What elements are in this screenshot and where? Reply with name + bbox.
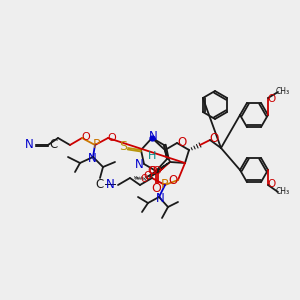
Text: O: O — [268, 179, 276, 189]
Text: N: N — [135, 158, 143, 172]
Text: O: O — [108, 133, 116, 143]
Text: O: O — [209, 133, 219, 146]
Text: N: N — [25, 139, 33, 152]
Text: S: S — [119, 140, 127, 154]
Text: Methyl: Methyl — [135, 177, 149, 181]
Text: O: O — [151, 182, 161, 196]
Text: N: N — [148, 130, 158, 143]
Text: O: O — [153, 166, 161, 176]
Text: O: O — [144, 171, 152, 181]
Text: P: P — [160, 178, 168, 190]
Text: P: P — [92, 139, 100, 152]
Text: N: N — [156, 191, 164, 205]
Text: O: O — [168, 175, 178, 188]
Text: N: N — [88, 152, 96, 164]
Text: O: O — [268, 94, 276, 104]
Polygon shape — [160, 162, 170, 171]
Text: O: O — [177, 136, 187, 148]
Text: Methyl: Methyl — [134, 176, 148, 180]
Text: CH₃: CH₃ — [276, 188, 290, 196]
Text: O: O — [82, 132, 90, 142]
Text: O: O — [140, 174, 148, 184]
Text: C: C — [50, 139, 58, 152]
Polygon shape — [156, 162, 170, 171]
Text: O: O — [148, 166, 156, 176]
Text: O: O — [148, 166, 158, 176]
Text: CH₃: CH₃ — [276, 88, 290, 97]
Text: N: N — [106, 178, 114, 190]
Text: C: C — [95, 178, 103, 190]
Text: H: H — [148, 151, 156, 161]
